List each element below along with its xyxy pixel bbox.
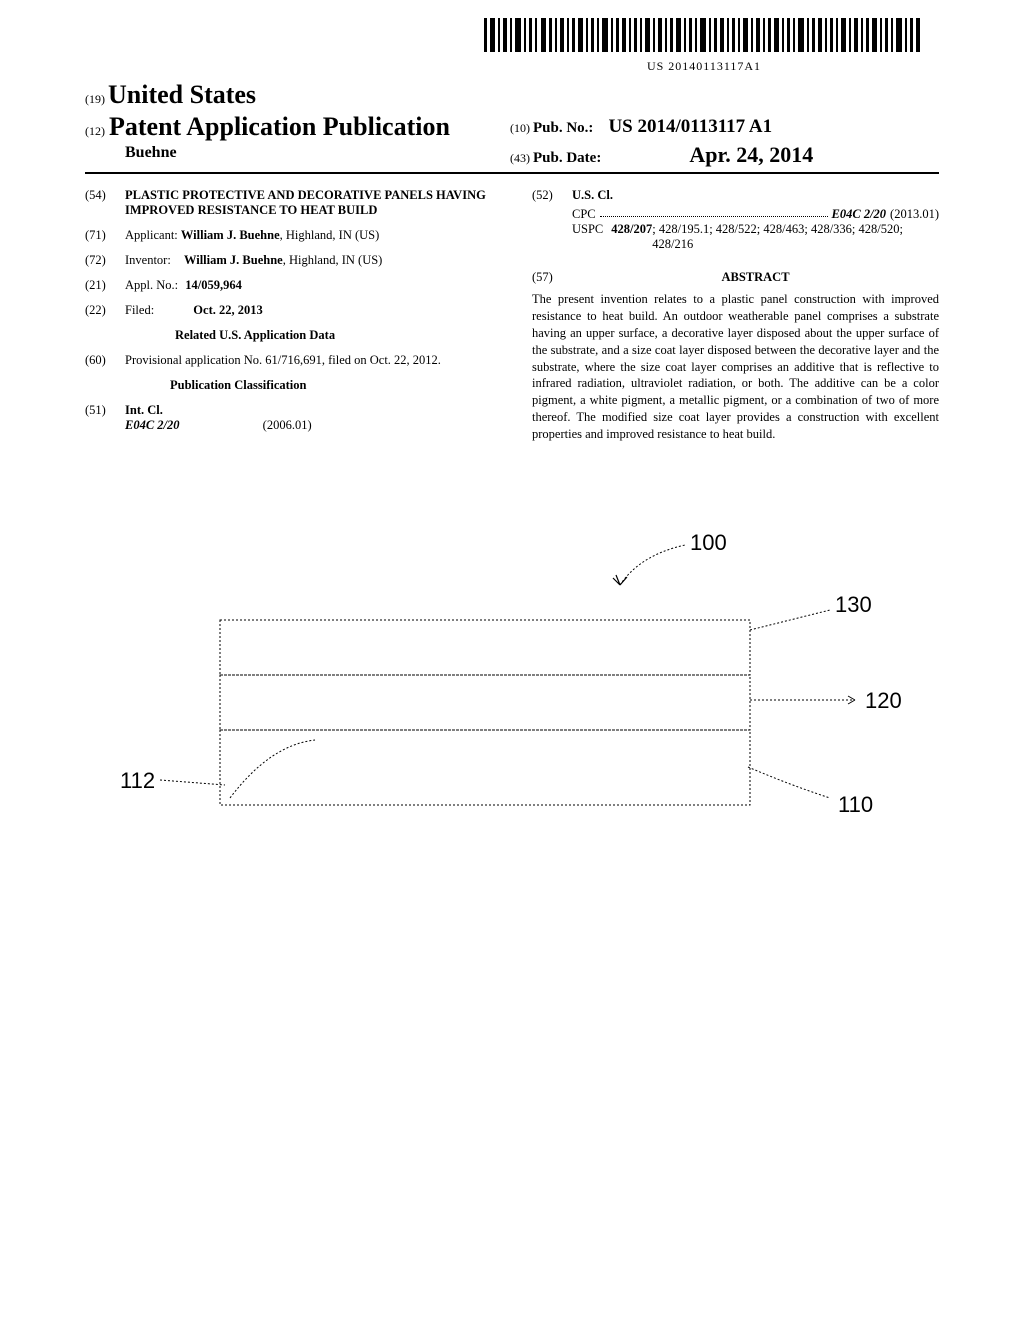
abstract-heading: ABSTRACT — [572, 270, 939, 285]
code-51: (51) — [85, 403, 125, 433]
right-column: (52) U.S. Cl. CPC E04C 2/20 (2013.01) US… — [512, 188, 939, 443]
code-60: (60) — [85, 353, 125, 368]
pub-date: Apr. 24, 2014 — [689, 142, 813, 167]
code-72: (72) — [85, 253, 125, 268]
dotted-leader — [600, 207, 828, 217]
code-19: (19) — [85, 92, 105, 106]
uscl-block: CPC E04C 2/20 (2013.01) USPC 428/207; 42… — [572, 207, 939, 252]
intcl-class: E04C 2/20 — [125, 418, 180, 432]
filed-value: Oct. 22, 2013 — [193, 303, 262, 317]
code-22: (22) — [85, 303, 125, 318]
code-71: (71) — [85, 228, 125, 243]
fig-label-110: 110 — [838, 792, 873, 818]
fig-label-120: 120 — [865, 688, 902, 714]
uspc-rest: ; 428/195.1; 428/522; 428/463; 428/336; … — [652, 222, 939, 252]
applno-value: 14/059,964 — [185, 278, 242, 292]
code-57: (57) — [532, 270, 572, 285]
applno-label: Appl. No.: — [125, 278, 178, 292]
fig-label-100: 100 — [690, 530, 727, 556]
code-12: (12) — [85, 124, 105, 138]
inventor-label: Inventor: — [125, 253, 171, 267]
figure-svg — [110, 530, 920, 860]
pubclass-heading: Publication Classification — [125, 378, 492, 393]
code-52: (52) — [532, 188, 572, 203]
abstract-text: The present invention relates to a plast… — [532, 291, 939, 443]
applicant-suffix: , Highland, IN (US) — [280, 228, 380, 242]
provisional-text: Provisional application No. 61/716,691, … — [125, 353, 492, 368]
doc-type: Patent Application Publication — [109, 112, 450, 141]
inventor-suffix: , Highland, IN (US) — [283, 253, 383, 267]
uspc-label: USPC — [572, 222, 603, 252]
country: United States — [108, 80, 256, 109]
patent-page: US 20140113117A1 (19) United States (12)… — [0, 0, 1024, 1320]
code-10: (10) — [510, 121, 530, 135]
uspc-bold: 428/207 — [611, 222, 652, 252]
intcl-label: Int. Cl. — [125, 403, 492, 418]
header-right: (10) Pub. No.: US 2014/0113117 A1 (43) P… — [510, 116, 813, 168]
barcode-graphic — [484, 18, 924, 52]
applicant-value: William J. Buehne — [181, 228, 280, 242]
figure-area: 100 130 120 112 110 — [110, 530, 920, 860]
title-text: PLASTIC PROTECTIVE AND DECORATIVE PANELS… — [125, 188, 492, 218]
inventor-value: William J. Buehne — [184, 253, 283, 267]
pub-no-label: Pub. No.: — [533, 120, 593, 136]
cpc-label: CPC — [572, 207, 596, 222]
intcl-date: (2006.01) — [263, 418, 312, 432]
filed-label: Filed: — [125, 303, 154, 317]
code-43: (43) — [510, 151, 530, 165]
pub-no: US 2014/0113117 A1 — [608, 116, 772, 137]
code-54: (54) — [85, 188, 125, 218]
cpc-date: (2013.01) — [890, 207, 939, 222]
related-heading: Related U.S. Application Data — [125, 328, 492, 343]
fig-label-130: 130 — [835, 592, 872, 618]
pub-date-label: Pub. Date: — [533, 150, 601, 166]
barcode-block: US 20140113117A1 — [484, 18, 924, 74]
cpc-value: E04C 2/20 — [832, 207, 887, 222]
uscl-label: U.S. Cl. — [572, 188, 939, 203]
code-21: (21) — [85, 278, 125, 293]
biblio-section: (54) PLASTIC PROTECTIVE AND DECORATIVE P… — [85, 188, 939, 443]
left-column: (54) PLASTIC PROTECTIVE AND DECORATIVE P… — [85, 188, 512, 443]
divider-line — [85, 172, 939, 174]
applicant-label: Applicant: — [125, 228, 178, 242]
barcode-text: US 20140113117A1 — [484, 59, 924, 74]
fig-label-112: 112 — [120, 768, 155, 794]
